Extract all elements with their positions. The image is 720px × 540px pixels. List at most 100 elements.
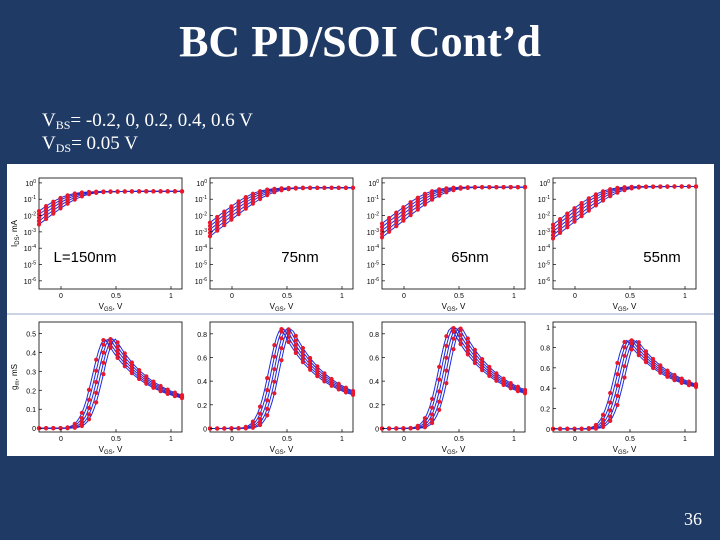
data-point: [336, 381, 341, 386]
data-point: [579, 207, 584, 212]
length-annotation: L=150nm: [54, 249, 117, 266]
data-point: [293, 342, 298, 348]
data-point: [236, 205, 241, 210]
data-point: [422, 199, 427, 204]
data-point: [550, 226, 556, 231]
x-tick-label: 0.5: [111, 436, 121, 443]
data-point: [44, 207, 49, 212]
data-point: [387, 219, 392, 224]
data-point: [258, 416, 263, 421]
data-point: [665, 184, 670, 189]
data-point: [451, 326, 456, 331]
x-axis-label: VGS, V: [442, 302, 466, 313]
x-tick-label: 1: [683, 293, 687, 300]
data-point: [72, 197, 77, 202]
data-point: [608, 408, 613, 413]
data-point: [415, 198, 420, 203]
data-point: [86, 405, 92, 411]
data-point: [379, 235, 385, 240]
data-point: [458, 326, 463, 331]
x-tick-label: 0.5: [625, 436, 635, 443]
data-point: [243, 206, 248, 211]
data-point: [86, 412, 92, 417]
data-point: [265, 413, 270, 418]
y-tick-label: 10-6: [24, 277, 36, 286]
data-point: [422, 425, 427, 430]
y-tick-label: 10-3: [367, 228, 379, 237]
data-point: [315, 185, 320, 190]
y-tick-label: 10-1: [195, 195, 207, 204]
data-point: [379, 231, 385, 236]
data-point: [44, 210, 49, 215]
data-point: [408, 426, 413, 431]
data-point: [593, 200, 599, 205]
data-point: [286, 187, 291, 192]
data-point: [586, 202, 591, 207]
data-point: [272, 354, 277, 359]
data-point: [265, 388, 270, 393]
y-tick-label: 0.4: [369, 379, 379, 386]
data-point: [215, 221, 220, 226]
data-point: [579, 204, 584, 209]
data-point: [593, 426, 599, 431]
data-point: [79, 423, 84, 429]
data-point: [572, 206, 577, 211]
data-point: [58, 426, 63, 431]
y-tick-label: 10-4: [195, 244, 207, 253]
data-point: [636, 343, 641, 348]
data-point: [215, 214, 220, 220]
data-point: [258, 404, 263, 409]
data-point: [250, 425, 255, 430]
vbs-line: VBS= -0.2, 0, 0.2, 0.4, 0.6 V: [42, 110, 253, 133]
data-point: [272, 367, 277, 372]
data-point: [343, 385, 348, 390]
data-point: [94, 400, 99, 405]
data-point: [51, 205, 56, 210]
x-axis-label: VGS, V: [613, 445, 637, 456]
x-tick-label: 0.5: [282, 436, 292, 443]
data-point: [465, 185, 470, 190]
y-tick-label: 10-1: [367, 195, 379, 204]
data-point: [65, 201, 70, 206]
data-point: [579, 201, 584, 206]
data-point: [487, 185, 492, 190]
data-point: [408, 200, 413, 205]
data-point: [286, 327, 291, 332]
x-tick-label: 1: [340, 293, 344, 300]
x-axis-label: VGS, V: [99, 302, 123, 313]
data-point: [600, 412, 606, 417]
data-point: [437, 407, 442, 412]
data-point: [465, 352, 470, 357]
data-point: [44, 213, 49, 218]
plot-frame: [38, 177, 183, 290]
y-tick-label: 10-1: [538, 195, 550, 204]
y-tick-label: 10-3: [538, 228, 550, 237]
data-point: [258, 422, 263, 428]
data-point: [615, 393, 620, 398]
data-point: [586, 208, 591, 213]
data-point: [430, 412, 435, 417]
data-point: [629, 186, 634, 191]
slide-number: 36: [684, 509, 702, 529]
data-point: [165, 387, 170, 392]
x-axis-label: VGS, V: [99, 445, 123, 456]
y-tick-label: 100: [539, 179, 550, 188]
vds-prefix: V: [42, 133, 56, 154]
data-point: [586, 426, 591, 431]
data-point: [572, 219, 577, 224]
data-point: [51, 211, 56, 216]
data-point: [36, 222, 42, 227]
data-point: [215, 426, 220, 431]
data-point: [458, 342, 463, 347]
data-point: [401, 426, 406, 431]
data-point: [129, 363, 134, 368]
data-point: [308, 362, 313, 367]
data-point: [472, 351, 477, 356]
data-point: [258, 196, 263, 202]
data-point: [672, 184, 677, 189]
data-point: [236, 208, 241, 213]
data-point: [86, 397, 92, 402]
data-point: [258, 411, 263, 416]
data-point: [336, 185, 341, 190]
data-point: [458, 333, 463, 338]
